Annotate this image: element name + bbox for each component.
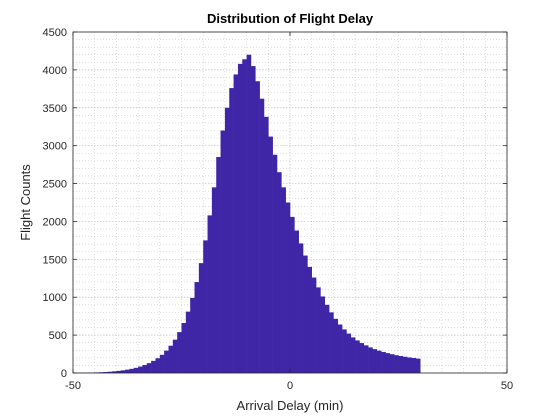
histogram-bar <box>168 345 174 373</box>
histogram-bar <box>402 356 408 373</box>
histogram-bar <box>281 187 286 373</box>
y-tick-label: 4500 <box>43 27 67 39</box>
x-tick-label: -50 <box>65 380 81 392</box>
histogram-bar <box>103 372 109 373</box>
histogram-bar <box>138 366 143 373</box>
histogram-bar <box>198 263 204 373</box>
y-tick-label: 0 <box>61 368 67 380</box>
histogram-bar <box>407 357 412 373</box>
histogram-bar <box>216 157 221 373</box>
histogram-bar <box>263 116 269 374</box>
histogram-bar <box>181 322 187 373</box>
x-tick-label: 50 <box>501 380 513 392</box>
histogram-bar <box>133 367 139 373</box>
histogram-bar <box>342 329 347 373</box>
y-tick-label: 4000 <box>43 65 67 77</box>
histogram-bar <box>333 318 339 373</box>
histogram-bars <box>73 54 421 374</box>
histogram-bar <box>229 88 234 373</box>
histogram-bar <box>268 136 273 373</box>
histogram-bar <box>190 297 195 373</box>
histogram-bar <box>116 370 122 373</box>
histogram-bar <box>285 202 291 373</box>
y-tick-label: 500 <box>49 330 67 342</box>
y-tick-label: 3500 <box>43 103 67 115</box>
histogram-bar <box>316 287 321 373</box>
histogram-bar <box>394 355 399 373</box>
histogram-bar <box>211 187 217 373</box>
histogram-bar <box>129 368 135 373</box>
histogram-bar <box>276 172 282 373</box>
histogram-bar <box>146 363 152 373</box>
x-tick-labels: -50 0 50 <box>65 380 513 392</box>
histogram-bar <box>242 59 247 373</box>
y-axis-label: Flight Counts <box>18 164 33 241</box>
histogram-bar <box>290 216 295 373</box>
histogram-bar <box>355 340 360 373</box>
histogram-bar <box>294 230 299 373</box>
histogram-bar <box>112 371 117 373</box>
histogram-bar <box>346 333 352 373</box>
histogram-bar <box>381 351 386 373</box>
chart-title: Distribution of Flight Delay <box>207 11 374 26</box>
histogram-bar <box>233 74 239 374</box>
histogram-bar <box>151 360 156 373</box>
histogram-bar <box>363 345 369 373</box>
histogram-bar <box>324 304 330 373</box>
y-tick-label: 2000 <box>43 216 67 228</box>
axis-ticks <box>72 31 508 374</box>
histogram-bar <box>120 370 126 373</box>
x-tick-label: 0 <box>287 380 293 392</box>
histogram-bar <box>250 66 256 373</box>
histogram-bar <box>142 365 148 373</box>
y-tick-label: 3000 <box>43 141 67 153</box>
histogram-bar <box>307 266 312 373</box>
histogram-bar <box>368 347 373 373</box>
histogram-bar <box>303 255 308 373</box>
y-tick-label: 2500 <box>43 179 67 191</box>
histogram-bar <box>164 350 169 373</box>
histogram-bar <box>177 332 182 373</box>
histogram-bar <box>220 130 226 373</box>
histogram-bar <box>107 371 113 373</box>
histogram-bar <box>337 324 343 373</box>
histogram-bar <box>125 369 130 373</box>
histogram-bar <box>159 354 165 373</box>
histogram-bar <box>411 357 417 373</box>
histogram-bar <box>389 354 395 373</box>
histogram-bar <box>372 349 378 373</box>
histogram-bar <box>311 277 317 373</box>
histogram-bar <box>207 215 213 373</box>
histogram-bar <box>194 282 200 373</box>
histogram-bar <box>237 63 243 374</box>
histogram-bar <box>385 353 391 373</box>
histogram-bar <box>172 339 178 373</box>
histogram-bar <box>246 54 252 373</box>
histogram-bar <box>272 154 278 373</box>
y-tick-labels: 0 500 1000 1500 2000 2500 3000 3500 4000 4500 <box>43 27 67 380</box>
histogram-bar <box>320 296 326 373</box>
histogram-bar <box>298 243 304 373</box>
y-tick-label: 1000 <box>43 292 67 304</box>
histogram-bar <box>398 356 404 373</box>
x-axis-label: Arrival Delay (min) <box>237 398 344 413</box>
histogram-bar <box>203 240 208 373</box>
y-tick-label: 1500 <box>43 254 67 266</box>
histogram-bar <box>155 358 161 373</box>
histogram-bar <box>259 98 265 373</box>
histogram-bar <box>415 358 421 373</box>
histogram-bar <box>359 343 365 373</box>
histogram-bar <box>329 312 334 373</box>
histogram-bar <box>255 81 260 373</box>
histogram-bar <box>224 107 230 374</box>
histogram-bar <box>350 337 356 373</box>
histogram-bar <box>376 350 382 373</box>
histogram-bar <box>185 311 191 373</box>
